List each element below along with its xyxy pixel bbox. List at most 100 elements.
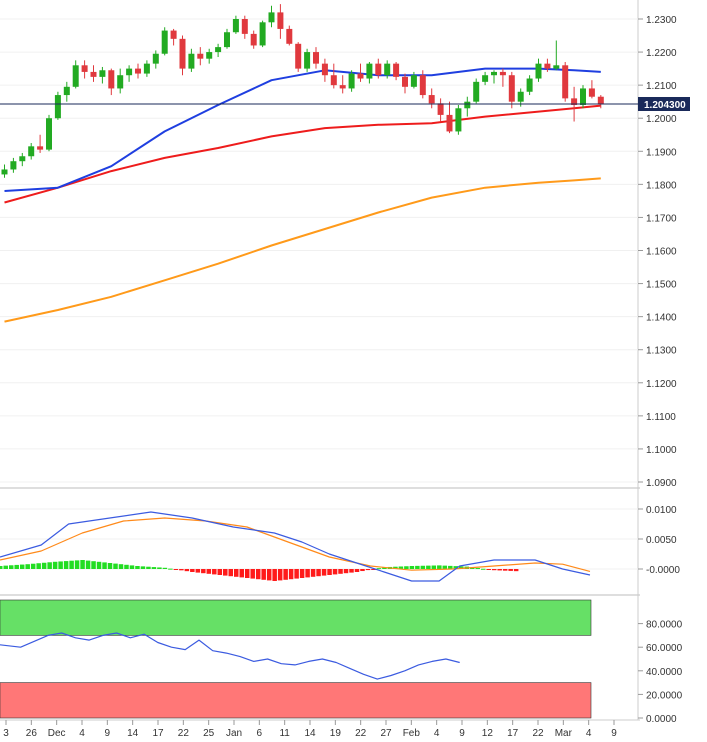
x-tick-label: 17	[507, 728, 519, 739]
candle-body	[63, 86, 70, 96]
candle-body	[410, 75, 417, 87]
rsi-y-tick-label: 40.0000	[646, 667, 683, 678]
macd-histogram-bar	[102, 562, 107, 569]
price-y-tick-label: 1.1100	[646, 412, 676, 423]
x-tick-label: 4	[586, 728, 592, 739]
macd-histogram-bar	[283, 569, 288, 580]
macd-histogram-bar	[36, 563, 41, 569]
rsi-overbought-band	[0, 599, 592, 636]
macd-histogram-bar	[442, 565, 448, 569]
candle-body	[348, 73, 355, 89]
x-tick-label: 9	[105, 728, 111, 739]
rsi-y-tick-label: 20.0000	[646, 690, 683, 701]
macd-histogram-bar	[382, 567, 387, 569]
macd-histogram-bar	[146, 566, 151, 569]
candle-body	[37, 146, 44, 150]
x-tick-label: 22	[178, 728, 190, 739]
x-tick-label: Feb	[403, 728, 421, 739]
macd-histogram-bar	[69, 560, 74, 569]
macd-histogram-bar	[332, 569, 338, 575]
macd-signal-line	[0, 517, 591, 572]
macd-histogram-bar	[431, 565, 437, 569]
macd-histogram-bar	[184, 569, 190, 572]
candle-body	[126, 68, 133, 76]
macd-histogram-bar	[294, 569, 299, 579]
macd-histogram-bar	[420, 565, 426, 569]
macd-line	[0, 511, 591, 582]
candle-body	[277, 12, 284, 29]
x-tick-label: 19	[330, 728, 342, 739]
macd-histogram-bar	[321, 569, 327, 576]
macd-histogram-bar	[437, 565, 442, 569]
macd-histogram-bar	[376, 568, 382, 570]
candle-body	[571, 98, 578, 105]
macd-histogram-bar	[415, 565, 420, 569]
last-price-tag	[638, 96, 690, 111]
x-tick-label: 26	[26, 728, 38, 739]
macd-histogram-bar	[497, 569, 502, 571]
candle-body	[54, 95, 61, 119]
price-y-tick-label: 1.2300	[646, 15, 677, 26]
macd-histogram-bar	[135, 566, 140, 569]
price-y-tick-label: 1.2000	[646, 114, 677, 125]
macd-histogram-bar	[513, 569, 519, 572]
macd-histogram-bar	[316, 569, 321, 577]
macd-histogram-bar	[480, 568, 486, 570]
candle-body	[108, 70, 115, 89]
x-tick-label: 27	[380, 728, 392, 739]
macd-histogram-bar	[0, 566, 3, 569]
candle-body	[580, 88, 586, 105]
candle-body	[562, 65, 569, 99]
candle-body	[366, 63, 373, 79]
macd-histogram-bar	[250, 569, 255, 579]
x-tick-label: 22	[355, 728, 367, 739]
macd-histogram-bar	[14, 564, 19, 569]
macd-histogram-bar	[3, 565, 8, 569]
candle-body	[499, 71, 506, 76]
macd-histogram-bar	[404, 566, 409, 569]
candle-body	[357, 73, 364, 79]
x-tick-label: 12	[482, 728, 494, 739]
macd-histogram-bar	[217, 569, 223, 575]
macd-histogram-bar	[299, 569, 305, 578]
price-y-tick-label: 1.1700	[646, 213, 677, 224]
macd-histogram-bar	[190, 569, 195, 572]
candle-body	[313, 52, 319, 64]
macd-histogram-bar	[113, 563, 118, 569]
macd-y-tick-label: 0.0100	[646, 505, 677, 516]
macd-histogram-bar	[349, 569, 354, 573]
candle-body	[437, 103, 444, 115]
candle-body	[517, 91, 524, 102]
candle-body	[1, 169, 8, 175]
x-tick-label: Dec	[48, 728, 66, 739]
macd-histogram-bar	[228, 569, 234, 577]
macd-histogram-bar	[129, 565, 135, 569]
sma-slow-line	[4, 177, 601, 323]
candle-body	[268, 12, 275, 23]
macd-histogram-bar	[272, 569, 277, 581]
macd-histogram-bar	[63, 561, 69, 569]
candle-body	[588, 88, 595, 97]
x-axis: 3 26 Dec 4 9 14 17 22 25 Jan 6 11 14 19 22 27 Feb 4 9 12 17 2…	[3, 720, 617, 739]
macd-histogram-bar	[223, 569, 228, 576]
candle-body	[321, 63, 328, 76]
candle-body	[491, 71, 497, 76]
price-y-tick-label: 1.1200	[646, 379, 677, 390]
macd-histogram-bar	[360, 569, 365, 572]
candle-body	[46, 118, 52, 150]
x-tick-label: Jan	[226, 728, 242, 739]
candle-body	[135, 68, 141, 74]
candle-body	[99, 70, 106, 77]
candle-body	[259, 22, 266, 46]
macd-histogram-bar	[179, 569, 184, 571]
macd-histogram-bar	[371, 569, 376, 570]
macd-histogram-bar	[255, 569, 261, 580]
x-tick-label: 14	[127, 728, 139, 739]
x-tick-label: 25	[203, 728, 215, 739]
macd-panel: 0.0100 0.0050 -0.0000	[0, 505, 680, 582]
x-tick-label: 4	[434, 728, 440, 739]
x-tick-label: 6	[257, 728, 263, 739]
rsi-oversold-band	[0, 682, 592, 719]
macd-histogram-bar	[310, 569, 316, 577]
